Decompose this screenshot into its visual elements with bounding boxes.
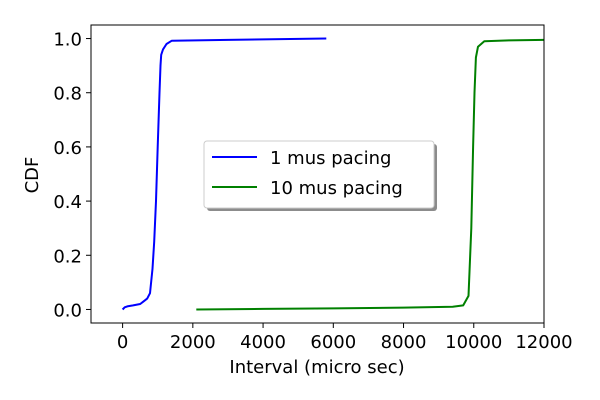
x-tick-label: 6000 bbox=[310, 332, 356, 353]
x-tick-label: 0 bbox=[117, 332, 128, 353]
y-tick-label: 0.2 bbox=[53, 246, 82, 267]
y-tick-label: 0.6 bbox=[53, 138, 82, 159]
ticks-layer: 0 2000 4000 6000 8000 10000 12000 0.0 0.2 0.4 0.6 0… bbox=[53, 30, 572, 353]
series-lines bbox=[121, 37, 545, 311]
plot-area-frame bbox=[90, 24, 545, 324]
y-tick-label: 0.8 bbox=[53, 84, 82, 105]
series-line-10-mus-pacing bbox=[196, 38, 545, 311]
y-tick-label: 0.0 bbox=[53, 300, 82, 321]
legend-box bbox=[203, 140, 435, 209]
legend-label-1-mus: 1 mus pacing bbox=[270, 148, 391, 169]
series-line-1-mus-pacing bbox=[121, 37, 327, 311]
x-tick-label: 10000 bbox=[445, 332, 502, 353]
x-tick-label: 12000 bbox=[515, 332, 572, 353]
x-axis-label: Interval (micro sec) bbox=[229, 357, 404, 378]
x-tick-label: 4000 bbox=[240, 332, 286, 353]
x-tick-label: 2000 bbox=[170, 332, 216, 353]
legend: 1 mus pacing 10 mus pacing bbox=[203, 140, 437, 211]
x-tick-label: 8000 bbox=[381, 332, 427, 353]
legend-label-10-mus: 10 mus pacing bbox=[270, 178, 403, 199]
y-tick-label: 1.0 bbox=[53, 30, 82, 51]
y-tick-label: 0.4 bbox=[53, 192, 82, 213]
y-axis-label: CDF bbox=[22, 157, 43, 194]
